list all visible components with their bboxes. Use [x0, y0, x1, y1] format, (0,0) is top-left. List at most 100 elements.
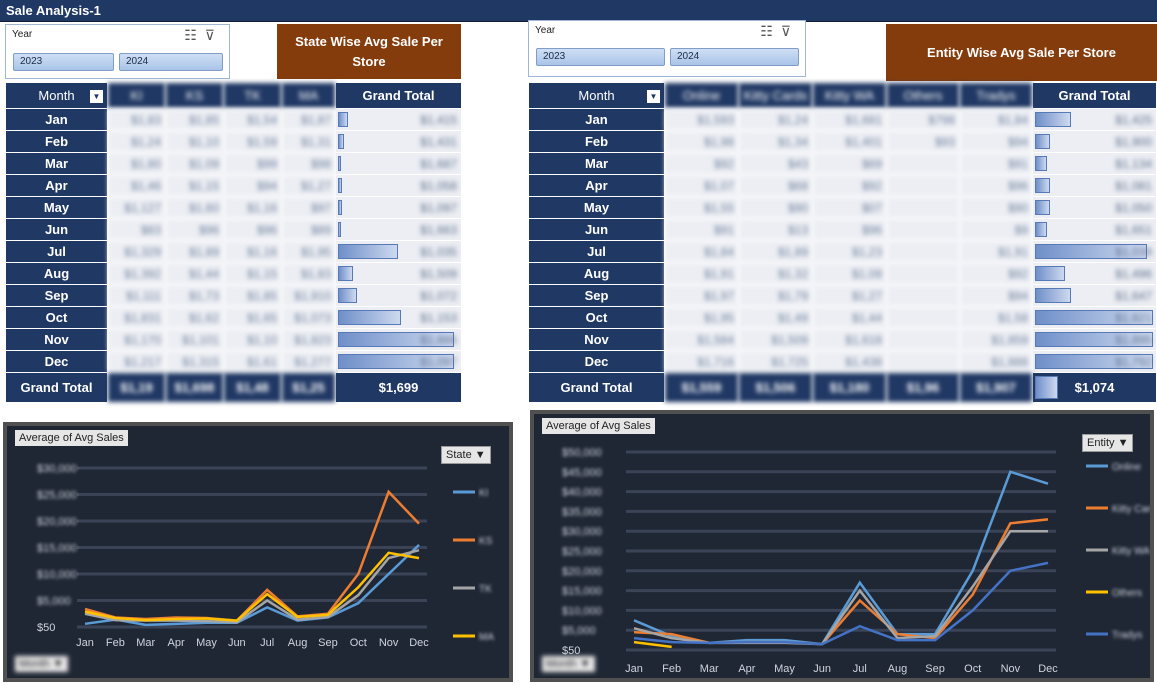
total-cell[interactable]: $1,25 — [281, 372, 336, 403]
value-cell[interactable]: $92 — [959, 262, 1033, 285]
table-row[interactable]: Jan $1,83 $1,85 $1,54 $1,87 $1,415 — [5, 108, 462, 131]
value-cell[interactable]: $1,85 — [223, 284, 282, 307]
value-cell[interactable]: $1,91 — [664, 262, 739, 285]
value-cell[interactable] — [886, 196, 960, 219]
value-cell[interactable] — [886, 174, 960, 197]
value-cell[interactable]: $1,49 — [738, 306, 813, 329]
value-cell[interactable]: $1,95 — [281, 240, 336, 263]
value-cell[interactable]: $1,07 — [664, 174, 739, 197]
value-cell[interactable]: $1,31 — [281, 130, 336, 153]
value-cell[interactable]: $1,59 — [223, 130, 282, 153]
grand-total-cell[interactable]: $1,699 — [335, 372, 462, 403]
table-row[interactable]: Aug $1,91 $1,32 $1,09 $92 $1,496 — [528, 262, 1157, 285]
month-cell[interactable]: Mar — [5, 152, 108, 175]
value-cell[interactable]: $1,15 — [223, 262, 282, 285]
value-cell[interactable]: $96 — [165, 218, 224, 241]
grand-total-cell[interactable]: $1,687 — [335, 152, 462, 175]
table-row[interactable]: Mar $92 $43 $69 $91 $1,134 — [528, 152, 1157, 175]
grand-total-cell[interactable]: $1,666 — [335, 328, 462, 351]
grand-total-cell[interactable]: $1,039 — [1032, 240, 1157, 263]
grand-total-cell[interactable]: $1,050 — [1032, 196, 1157, 219]
slicer-item-2023[interactable]: 2023 — [536, 48, 665, 66]
month-cell[interactable]: Jan — [528, 108, 665, 131]
table-row[interactable]: Apr $1,46 $1,15 $94 $1,27 $1,058 — [5, 174, 462, 197]
table-row[interactable]: Dec $1,217 $1,315 $1,61 $1,277 $1,097 — [5, 350, 462, 373]
table-row[interactable]: Aug $1,392 $1,44 $1,15 $1,83 $1,509 — [5, 262, 462, 285]
value-cell[interactable]: $1,84 — [959, 108, 1033, 131]
grand-total-cell[interactable]: $1,072 — [335, 284, 462, 307]
table-row[interactable]: Jun $83 $96 $96 $89 $1,663 — [5, 218, 462, 241]
value-cell[interactable]: $07 — [812, 196, 887, 219]
value-cell[interactable]: $98 — [281, 152, 336, 175]
value-cell[interactable]: $1,97 — [664, 284, 739, 307]
value-cell[interactable]: $1,392 — [107, 262, 166, 285]
value-cell[interactable]: $1,83 — [281, 262, 336, 285]
month-cell[interactable]: Oct — [5, 306, 108, 329]
value-cell[interactable]: $1,60 — [165, 196, 224, 219]
value-cell[interactable]: $1,44 — [165, 262, 224, 285]
table-row[interactable]: Oct $1,831 $1,62 $1,65 $1,073 $1,153 — [5, 306, 462, 329]
value-cell[interactable]: $1,73 — [165, 284, 224, 307]
value-cell[interactable]: $94 — [223, 174, 282, 197]
grand-total-row[interactable]: Grand Total $1,19 $1,698 $1,48 $1,25 $1,699 — [5, 372, 462, 403]
value-cell[interactable]: $1,101 — [165, 328, 224, 351]
value-cell[interactable]: $1,111 — [107, 284, 166, 307]
month-cell[interactable]: Sep — [5, 284, 108, 307]
value-cell[interactable] — [886, 152, 960, 175]
value-cell[interactable]: $1,55 — [664, 196, 739, 219]
value-cell[interactable]: $1,32 — [738, 262, 813, 285]
value-cell[interactable]: $1,315 — [165, 350, 224, 373]
month-cell[interactable]: Nov — [528, 328, 665, 351]
value-cell[interactable]: $96 — [959, 174, 1033, 197]
value-cell[interactable]: $1,84 — [664, 240, 739, 263]
month-cell[interactable]: Apr — [528, 174, 665, 197]
value-cell[interactable]: $90 — [738, 196, 813, 219]
table-row[interactable]: Nov $1,584 $1,509 $1,618 $1,859 $1,895 — [528, 328, 1157, 351]
value-cell[interactable] — [886, 262, 960, 285]
value-cell[interactable]: $1,91 — [959, 240, 1033, 263]
grand-total-cell[interactable]: $1,647 — [1032, 284, 1157, 307]
value-cell[interactable]: $1,127 — [107, 196, 166, 219]
slicer-item-2024[interactable]: 2024 — [119, 53, 223, 71]
value-cell[interactable]: $43 — [738, 152, 813, 175]
value-cell[interactable]: $1,89 — [165, 240, 224, 263]
total-cell[interactable]: $1,48 — [223, 372, 282, 403]
value-cell[interactable]: $93 — [886, 130, 960, 153]
value-cell[interactable]: $91 — [664, 218, 739, 241]
value-cell[interactable]: $1,62 — [165, 306, 224, 329]
value-cell[interactable]: $1,16 — [223, 196, 282, 219]
grand-total-cell[interactable]: $1,035 — [335, 240, 462, 263]
grand-total-cell[interactable]: $1,134 — [1032, 152, 1157, 175]
total-cell[interactable]: $1,180 — [812, 372, 887, 403]
month-cell[interactable]: Oct — [528, 306, 665, 329]
grand-total-cell[interactable]: $1,821 — [1032, 306, 1157, 329]
value-cell[interactable]: $83 — [107, 218, 166, 241]
value-cell[interactable]: $89 — [281, 218, 336, 241]
value-cell[interactable]: $1,09 — [812, 262, 887, 285]
value-cell[interactable]: $1,34 — [738, 130, 813, 153]
total-cell[interactable]: $1,506 — [738, 372, 813, 403]
slicer-item-2023[interactable]: 2023 — [13, 53, 114, 71]
value-cell[interactable]: $1,23 — [812, 240, 887, 263]
month-cell[interactable]: Aug — [5, 262, 108, 285]
grand-total-cell[interactable]: $1,496 — [1032, 262, 1157, 285]
month-cell[interactable]: Dec — [528, 350, 665, 373]
grand-total-cell[interactable]: $1,097 — [335, 196, 462, 219]
value-cell[interactable]: $1,716 — [664, 350, 739, 373]
value-cell[interactable] — [886, 328, 960, 351]
value-cell[interactable]: $1,277 — [281, 350, 336, 373]
value-cell[interactable]: $1,44 — [812, 306, 887, 329]
grand-total-cell[interactable]: $1,509 — [335, 262, 462, 285]
month-cell[interactable]: Apr — [5, 174, 108, 197]
value-cell[interactable]: $1,65 — [223, 306, 282, 329]
total-cell[interactable]: $1,19 — [107, 372, 166, 403]
month-cell[interactable]: Dec — [5, 350, 108, 373]
value-cell[interactable]: $68 — [738, 174, 813, 197]
grand-total-cell[interactable]: $1,058 — [335, 174, 462, 197]
clear-filter-icon[interactable]: ⊽ — [204, 27, 223, 43]
grand-total-cell[interactable]: $1,895 — [1032, 328, 1157, 351]
state-line-chart[interactable]: Average of Avg Sales State ▼ Month ▼ $50… — [3, 422, 513, 682]
value-cell[interactable]: $1,681 — [812, 108, 887, 131]
value-cell[interactable]: $1,593 — [664, 108, 739, 131]
month-cell[interactable]: Jul — [5, 240, 108, 263]
